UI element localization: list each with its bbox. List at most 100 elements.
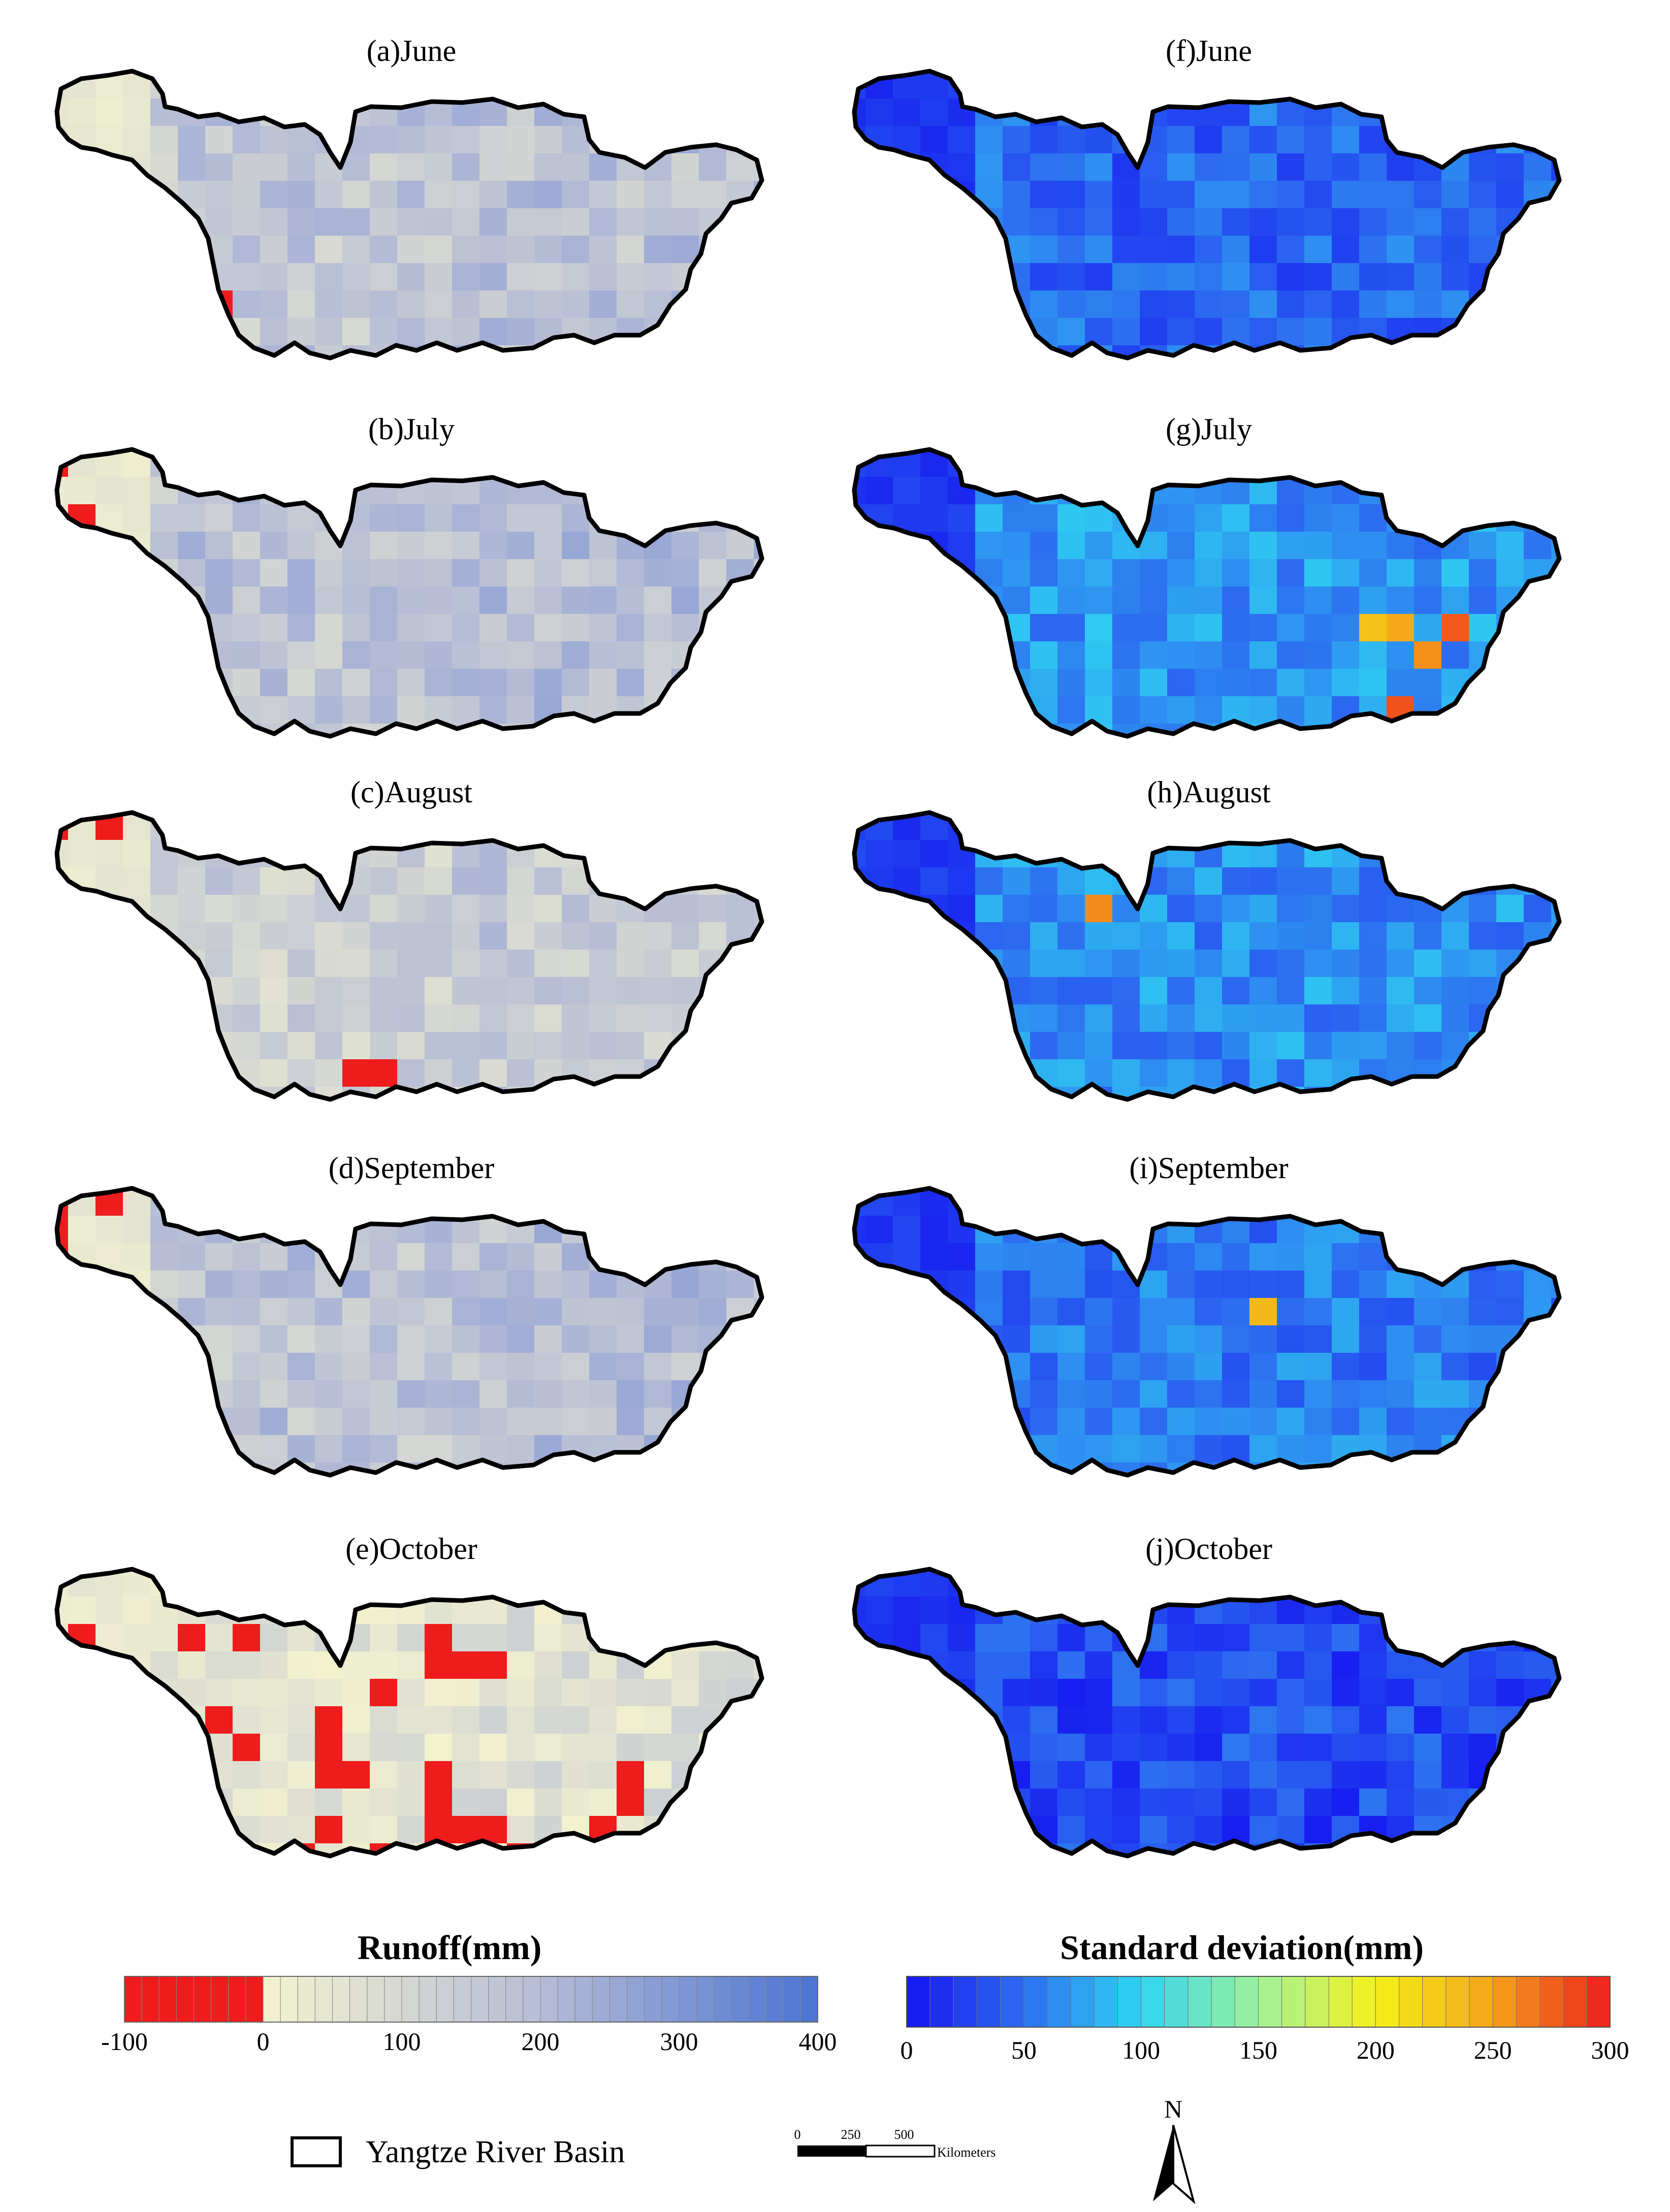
grid-cell [425,504,452,532]
grid-cell [1441,840,1469,867]
grid-cell [644,263,671,290]
grid-cell [644,1597,671,1624]
grid-cell [233,1706,260,1734]
grid-cell [589,1569,617,1597]
grid-cell [838,751,865,778]
grid-cell [1222,724,1249,736]
grid-cell [854,1059,865,1087]
grid-cell [754,1243,762,1271]
grid-cell [854,1243,865,1271]
grid-cell [1524,1188,1551,1216]
grid-cell [854,263,865,290]
grid-cell [1469,236,1496,263]
grid-cell [260,153,287,181]
grid-cell [233,263,260,290]
colorbar-runoff-segment [176,1976,194,2023]
grid-cell [1359,236,1387,263]
grid-cell [287,696,315,724]
grid-cell [260,1243,287,1271]
grid-cell [1030,1734,1057,1761]
grid-cell [865,1462,893,1475]
grid-cell [1387,1325,1414,1353]
grid-cell [671,1188,699,1216]
colorbar-std-tick: 50 [1011,2036,1037,2064]
grid-cell [1304,236,1332,263]
grid-cell [562,812,589,840]
grid-cell [287,449,315,477]
grid-cell [726,614,754,641]
grid-cell [1003,922,1030,950]
grid-cell [1277,126,1304,153]
grid-cell [1469,1408,1496,1435]
grid-cell [1057,263,1085,290]
grid-cell [975,236,1003,263]
grid-cell [699,1651,726,1679]
grid-cell [41,1114,68,1142]
grid-cell [1414,669,1441,696]
grid-cell [1085,1325,1112,1353]
grid-cell [671,1353,699,1380]
grid-cell [1222,208,1249,236]
grid-cell [617,1004,644,1032]
grid-cell [1524,641,1551,669]
grid-cell [1524,1087,1551,1099]
grid-cell [1030,1651,1057,1679]
grid-cell [479,751,507,778]
grid-cell [854,812,865,840]
grid-cell [1167,1706,1195,1734]
grid-cell [1195,1114,1222,1142]
grid-cell [1057,867,1085,895]
grid-cell [1332,1490,1359,1517]
grid-cell [1441,1188,1469,1216]
grid-cell [1469,1271,1496,1298]
grid-cell [589,751,617,778]
grid-cell [865,153,893,181]
grid-cell [342,373,370,400]
grid-cell [644,641,671,669]
grid-cell [754,641,762,669]
grid-cell [1387,236,1414,263]
grid-cell [948,751,975,778]
grid-cell [452,1114,479,1142]
grid-cell [1167,1380,1195,1408]
grid-cell [920,669,948,696]
scale-tick-250: 250 [841,2127,861,2142]
grid-cell [150,867,178,895]
grid-cell [507,812,534,840]
grid-cell [479,181,507,208]
grid-cell [397,449,425,477]
grid-cell [1387,208,1414,236]
grid-cell [644,1569,671,1597]
grid-cell [589,1325,617,1353]
grid-cell [178,1624,205,1651]
grid-cell [397,1059,425,1087]
grid-cell [1414,641,1441,669]
grid-cell [1030,290,1057,318]
grid-cell [534,1298,562,1325]
grid-cell [1085,1816,1112,1843]
grid-cell [1277,1788,1304,1816]
grid-cell [1496,1004,1524,1032]
grid-cell [589,1706,617,1734]
grid-cell [1057,1353,1085,1380]
grid-cell [1167,532,1195,559]
grid-cell [854,840,865,867]
grid-cell [1551,345,1559,358]
grid-cell [838,1114,865,1142]
grid-cell [370,290,397,318]
grid-cell [1195,1490,1222,1517]
grid-cell [178,1032,205,1059]
grid-cell [920,696,948,724]
grid-cell [1441,208,1469,236]
grid-cell [562,1380,589,1408]
grid-cell [1469,1569,1496,1597]
grid-cell [1469,587,1496,614]
grid-cell [1222,1114,1249,1142]
grid-cell [1167,1679,1195,1706]
grid-cell [1359,922,1387,950]
grid-cell [893,208,920,236]
grid-cell [425,641,452,669]
grid-cell [95,181,123,208]
grid-cell [1057,1569,1085,1597]
grid-cell [479,1114,507,1142]
